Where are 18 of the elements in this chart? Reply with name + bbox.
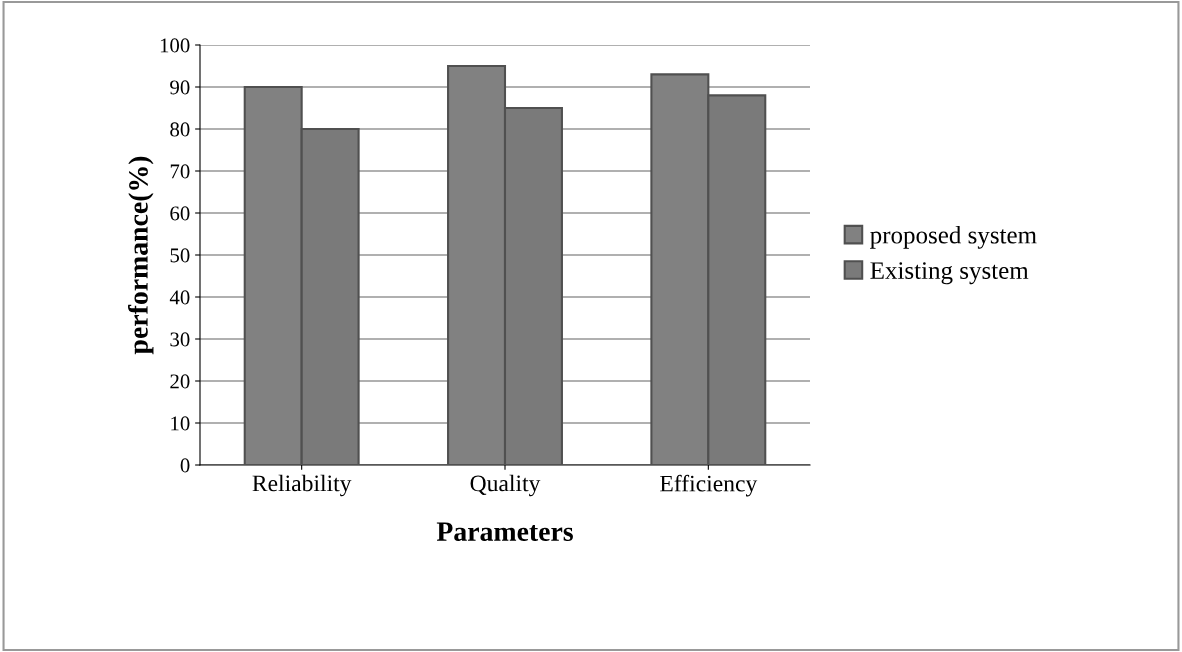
y-tick-label: 90 [170,80,190,95]
y-tick-label: 20 [170,374,190,389]
x-axis-title: Parameters [436,522,573,541]
y-tick-label: 70 [170,164,190,179]
y-tick-label: 80 [170,122,190,137]
y-tick-label: 50 [170,248,190,263]
x-tick-label: Reliability [252,474,352,497]
y-tick-label: 100 [160,38,190,53]
legend-label: Existing system [870,262,1029,285]
x-tick-label: Efficiency [660,474,758,497]
y-tick-label: 10 [171,416,190,431]
y-axis-title: performance(%) [128,156,154,355]
y-tick-label: 40 [169,290,190,305]
x-tick-label: Quality [470,474,541,497]
y-tick-label: 60 [170,206,190,221]
y-tick-label: 30 [170,332,190,347]
y-tick-label: 0 [180,458,190,473]
legend-label: proposed system [870,226,1037,249]
